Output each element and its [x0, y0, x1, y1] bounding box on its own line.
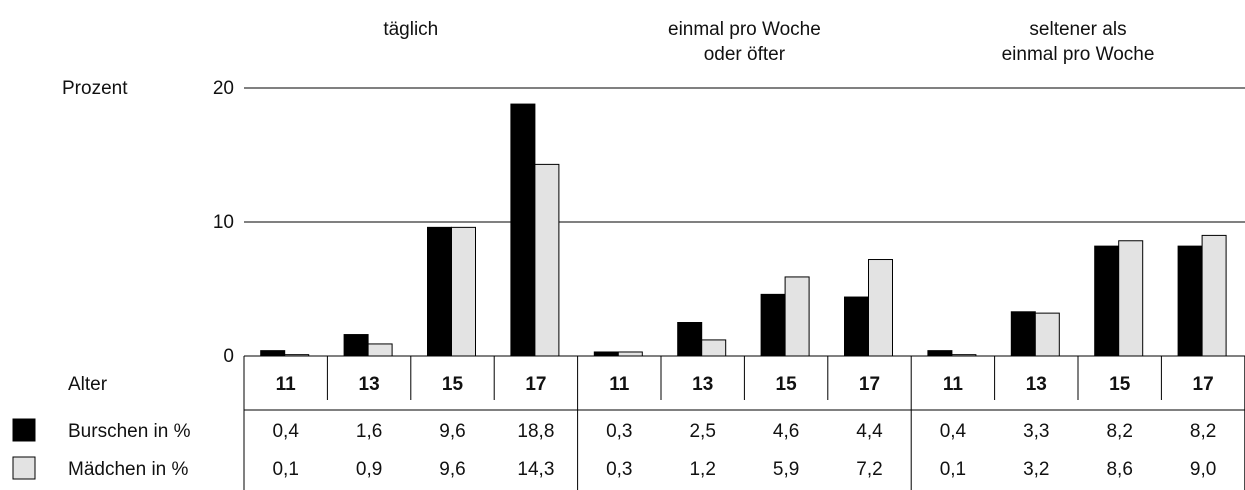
data-table: 11 13 15 17 11 13 15 17 11 13 15 17 Burschen in % 0,4…	[12, 374, 1245, 480]
bar-burschen-2	[427, 226, 452, 357]
bar-maedchen-9	[1034, 312, 1060, 357]
table-cell: 3,3	[1023, 421, 1049, 442]
bars	[260, 103, 1227, 357]
bar-maedchen-6	[784, 276, 810, 357]
bar-maedchen-5	[701, 339, 727, 357]
table-cell: 5,9	[773, 459, 799, 480]
table-cell: 8,6	[1106, 459, 1132, 480]
table-cell: 4,6	[773, 421, 799, 442]
bar-burschen-5	[677, 322, 703, 357]
table-cell: 4,4	[856, 421, 883, 442]
group-title: einmal pro Woche	[668, 19, 821, 40]
age-label: 17	[525, 374, 546, 395]
table-cell: 8,2	[1106, 421, 1132, 442]
table-cell: 0,3	[606, 421, 632, 442]
table-cell: 1,6	[356, 421, 382, 442]
bar-burschen-0	[260, 350, 286, 357]
table-cell: 18,8	[517, 421, 554, 442]
legend-swatch	[12, 456, 36, 480]
bar-burschen-1	[343, 334, 369, 357]
gridlines	[244, 87, 1245, 223]
age-label: 13	[1026, 374, 1047, 395]
table-cell: 9,0	[1190, 459, 1216, 480]
table-cell: 2,5	[689, 421, 715, 442]
bar-maedchen-11	[1201, 234, 1227, 357]
table-cell: 1,2	[689, 459, 715, 480]
group-title: seltener als	[1029, 19, 1126, 40]
age-row-label: Alter	[68, 374, 108, 395]
group-title: einmal pro Woche	[1002, 44, 1155, 65]
table-cell: 3,2	[1023, 459, 1049, 480]
table-cell: 9,6	[439, 421, 465, 442]
age-label: 15	[442, 374, 464, 395]
y-axis-label: Prozent	[62, 78, 128, 99]
group-title: täglich	[383, 19, 438, 40]
bar-burschen-3	[510, 103, 536, 357]
bar-burschen-10	[1094, 245, 1120, 357]
table-cell: 0,4	[940, 421, 967, 442]
y-tick-label: 20	[213, 78, 234, 99]
age-label: 15	[1109, 374, 1131, 395]
group-title: oder öfter	[704, 44, 786, 65]
bar-maedchen-3	[534, 163, 560, 357]
legend-swatch	[12, 418, 36, 442]
bar-burschen-7	[844, 296, 869, 357]
table-cell: 9,6	[439, 459, 465, 480]
legend-label: Mädchen in %	[68, 459, 189, 480]
table-cell: 0,1	[272, 459, 298, 480]
legend-label: Burschen in %	[68, 421, 191, 442]
group-titles: täglich einmal pro Woche oder öfter seltene…	[383, 19, 1154, 65]
age-label: 15	[776, 374, 798, 395]
age-label: 11	[943, 374, 964, 395]
age-label: 13	[359, 374, 380, 395]
table-cell: 0,4	[272, 421, 299, 442]
bar-burschen-6	[760, 293, 786, 357]
bar-burschen-8	[927, 350, 953, 357]
y-tick-label: 0	[223, 346, 234, 367]
table-cell: 0,9	[356, 459, 382, 480]
table-cell: 0,1	[940, 459, 966, 480]
age-label: 17	[859, 374, 880, 395]
bar-maedchen-10	[1118, 240, 1144, 357]
bar-burschen-9	[1010, 311, 1036, 357]
bar-maedchen-2	[451, 226, 476, 357]
bar-burschen-4	[593, 351, 619, 357]
table-cell: 14,3	[517, 459, 554, 480]
table-cell: 7,2	[856, 459, 882, 480]
table-cell: 8,2	[1190, 421, 1216, 442]
age-label: 13	[692, 374, 713, 395]
age-label: 17	[1193, 374, 1214, 395]
y-tick-label: 10	[213, 212, 234, 233]
bar-maedchen-7	[868, 259, 893, 357]
bar-maedchen-1	[367, 343, 393, 357]
bar-burschen-11	[1177, 245, 1203, 357]
age-label: 11	[276, 374, 297, 395]
age-label: 11	[609, 374, 630, 395]
bar-maedchen-4	[617, 351, 643, 357]
table-cell: 0,3	[606, 459, 632, 480]
